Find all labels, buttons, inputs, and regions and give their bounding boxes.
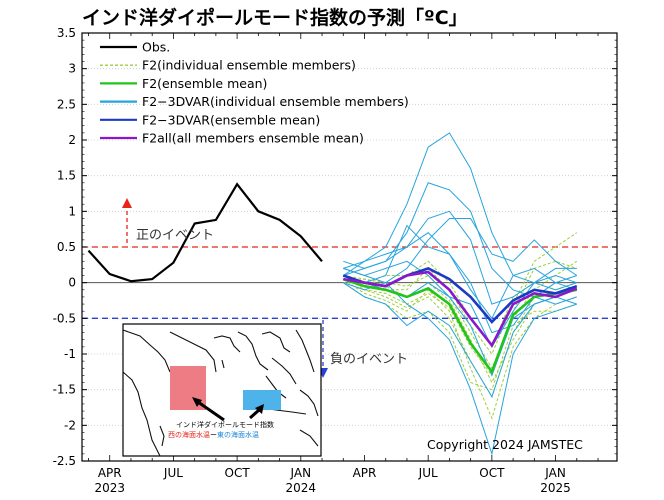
f2-member-line	[343, 260, 578, 370]
y-tick-label: -0.5	[53, 311, 76, 325]
arrow-to-east	[249, 408, 260, 420]
x-tick-label: OCT	[479, 466, 505, 480]
inset-connector: ー	[210, 431, 217, 439]
grid	[82, 32, 617, 462]
legend-label: F2−3DVAR(ensemble mean)	[142, 112, 320, 127]
y-tick-label: -1	[64, 347, 76, 361]
legend-label: F2all(all members ensemble mean)	[142, 131, 364, 146]
west-arrow-icon	[192, 397, 202, 407]
copyright-text: Copyright 2024 JAMSTEC	[427, 437, 583, 452]
y-tick-label: 1.5	[57, 169, 76, 183]
f2-3dvar-member-line	[343, 132, 577, 291]
f2-3dvar-member-line	[343, 260, 577, 348]
inset-legend: 西の海面水温ー東の海面水温	[168, 430, 259, 439]
legend-label: Obs.	[142, 40, 170, 55]
f2-member-line	[343, 260, 577, 377]
f2-member-line	[343, 278, 577, 420]
chart-title: インド洋ダイポールモード指数の予測「ºC」	[82, 6, 468, 29]
negative-event-label: 負のイベント	[330, 352, 408, 367]
x-tick-label: JAN	[544, 466, 566, 480]
y-tick-label: 1	[68, 204, 76, 218]
y-tick-label: 2	[68, 133, 76, 147]
inset-frame	[122, 323, 322, 457]
x-year-label: 2023	[94, 481, 125, 495]
series-layer	[87, 132, 578, 456]
f2-member-line	[343, 282, 577, 391]
up-arrow-icon	[122, 198, 132, 208]
f2-3dvar-member-line	[343, 232, 577, 334]
west-sst-label: 西の海面水温	[168, 430, 210, 439]
legend-label: F2−3DVAR(individual ensemble members)	[142, 94, 409, 109]
x-year-label: 2024	[286, 481, 317, 495]
x-tick-label: APR	[353, 466, 377, 480]
f2-3dvar-member-line	[343, 282, 577, 398]
legend: Obs. F2(individual ensemble members) F2(en…	[100, 40, 409, 146]
y-tick-label: -2.5	[53, 454, 76, 468]
x-tick-label: APR	[98, 466, 122, 480]
inset-title: インド洋ダイポールモード指数	[176, 420, 274, 429]
positive-event-annotation: 正のイベント	[122, 198, 214, 243]
f2-3dvar-member-line	[343, 210, 577, 305]
x-tick-label: JUL	[418, 466, 438, 480]
east-sst-label: 東の海面水温	[217, 430, 259, 439]
y-tick-label: 0.5	[57, 240, 76, 254]
positive-event-label: 正のイベント	[136, 228, 214, 243]
f2-3dvar-member-line	[343, 218, 578, 291]
legend-label: F2(individual ensemble members)	[142, 58, 356, 73]
x-tick-label: OCT	[225, 466, 251, 480]
f2-3dvar-member-line	[343, 267, 577, 456]
obs-line	[87, 182, 323, 283]
x-year-label: 2025	[540, 481, 571, 495]
y-tick-label: 2.5	[57, 97, 76, 111]
east-region-box	[243, 390, 281, 410]
y-tick-label: 3	[68, 62, 76, 76]
east-arrow-icon	[255, 404, 264, 414]
negative-event-annotation: 負のイベント	[318, 320, 408, 378]
arrow-to-west	[197, 400, 225, 422]
f2-3dvar-member-line	[343, 224, 577, 320]
inset-map: インド洋ダイポールモード指数 西の海面水温ー東の海面水温	[122, 323, 322, 457]
y-axis: 3.5 3 2.5 2 1.5 1 0.5 0 -0.5 -1 -1.5 -2 -2.5	[53, 26, 617, 468]
x-tick-label: JUL	[163, 466, 183, 480]
map-coastlines	[122, 329, 319, 457]
y-tick-label: 3.5	[57, 26, 76, 40]
y-tick-label: 0	[68, 276, 76, 290]
y-tick-label: -2	[64, 418, 76, 432]
legend-label: F2(ensemble mean)	[142, 76, 267, 91]
f2all-mean-line	[343, 270, 578, 348]
x-tick-label: JAN	[290, 466, 312, 480]
f2-mean-line	[342, 277, 578, 375]
y-tick-label: -1.5	[53, 383, 76, 397]
